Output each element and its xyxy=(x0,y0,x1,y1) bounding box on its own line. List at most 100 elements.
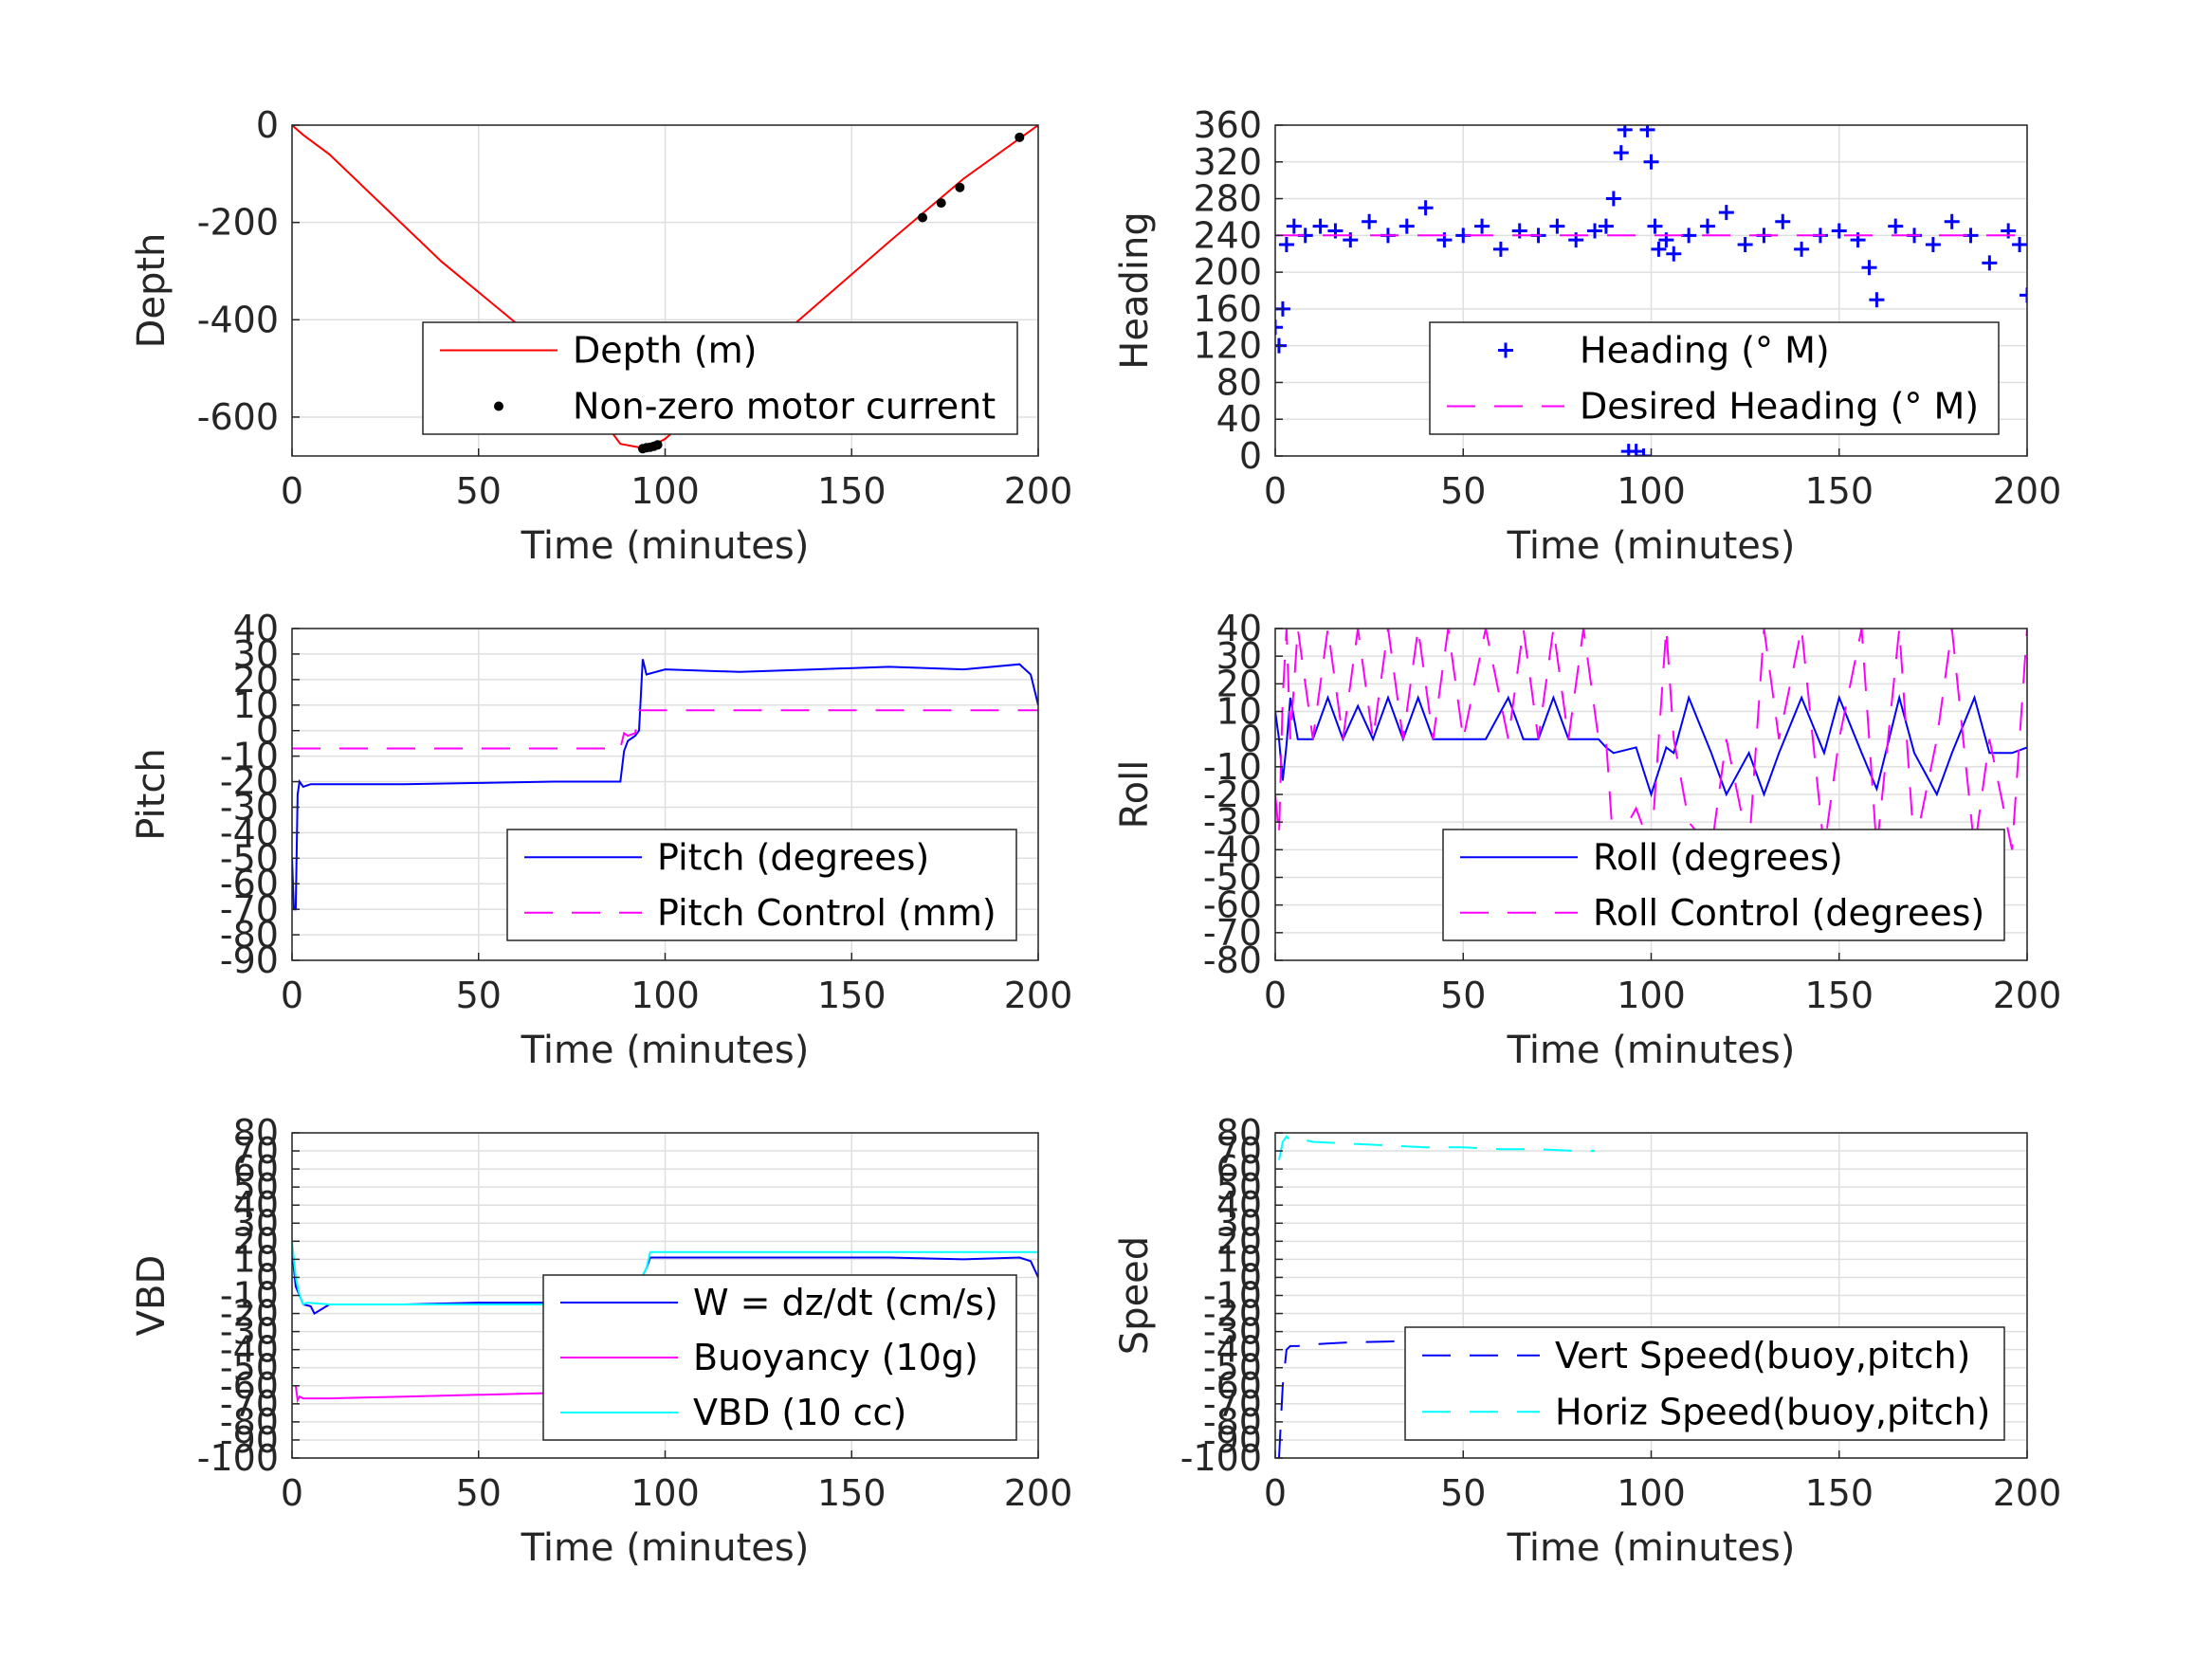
y-axis-label: VBD xyxy=(130,1255,174,1337)
y-tick-label: 280 xyxy=(1193,178,1262,220)
x-tick-label: 150 xyxy=(817,1472,887,1514)
series-heading-m-point xyxy=(1605,191,1621,207)
legend: Roll (degrees) Roll Control (degrees) xyxy=(1442,829,2005,941)
y-tick-label: 0 xyxy=(1239,719,1262,760)
y-tick-label: 80 xyxy=(1216,361,1262,403)
y-axis-label: Pitch xyxy=(130,748,174,840)
y-tick-label: -100 xyxy=(197,1437,279,1479)
y-tick-label: -40 xyxy=(1203,829,1262,870)
x-tick-label: 50 xyxy=(1440,1472,1486,1514)
y-tick-label: -40 xyxy=(220,811,279,853)
x-tick-label: 150 xyxy=(1804,470,1874,512)
tick-labels: 0 50 100 150 200403020100-10-20-30-40-50-60-… xyxy=(1203,608,2061,1016)
x-tick-label: 200 xyxy=(1004,975,1073,1016)
y-tick-label: -80 xyxy=(1203,1401,1262,1443)
y-tick-label: -10 xyxy=(220,1275,279,1317)
legend-entry-label: Roll (degrees) xyxy=(1593,836,1843,878)
series-roll-control-degrees-line xyxy=(1275,629,2027,853)
series-heading-m-point xyxy=(1417,200,1434,216)
series-heading-m-point xyxy=(1718,205,1734,221)
y-tick-label: -30 xyxy=(1203,1311,1262,1353)
y-tick-label: -70 xyxy=(1203,1383,1262,1425)
x-tick-label: 50 xyxy=(1440,975,1486,1016)
x-tick-label: 100 xyxy=(631,470,700,512)
series-buoyancy-10g-line xyxy=(294,1385,621,1404)
series-non-zero-motor-current-point xyxy=(652,440,663,450)
y-tick-label: 10 xyxy=(233,684,279,726)
y-tick-label: 10 xyxy=(1216,691,1262,733)
x-tick-label: 50 xyxy=(456,1472,502,1514)
y-tick-label: 0 xyxy=(256,1256,279,1298)
series-heading-m-point xyxy=(1587,223,1603,239)
series-heading-m-point xyxy=(1737,237,1753,253)
series-heading-m-point xyxy=(1639,125,1655,137)
y-tick-label: 0 xyxy=(1239,1256,1262,1298)
series-heading-m-point xyxy=(1492,241,1508,257)
y-axis-label: Roll xyxy=(1113,760,1157,830)
series-horiz-speed-buoy-pitch-line xyxy=(1278,1135,1595,1160)
legend-entry-label: Desired Heading (° M) xyxy=(1580,386,1979,428)
y-tick-label: -60 xyxy=(1203,1365,1262,1407)
series-non-zero-motor-current-point xyxy=(936,198,946,209)
series-heading-m-point xyxy=(1636,448,1652,456)
legend-entry-label: Horiz Speed(buoy,pitch) xyxy=(1555,1391,1990,1432)
y-tick-label: -40 xyxy=(220,1329,279,1371)
y-tick-label: -90 xyxy=(1203,1419,1262,1461)
y-tick-label: -50 xyxy=(1203,1347,1262,1389)
series-heading-m-point xyxy=(2012,237,2027,253)
series-roll-degrees-line xyxy=(1275,693,2027,798)
legend-box xyxy=(1404,1326,2005,1441)
y-tick-label: -50 xyxy=(1203,857,1262,899)
legend: Heading (° M) Desired Heading (° M) xyxy=(1429,321,2000,435)
y-tick-label: 10 xyxy=(233,1238,279,1280)
x-tick-label: 200 xyxy=(1993,470,2062,512)
series-heading-m-point xyxy=(1681,228,1697,244)
series-non-zero-motor-current-point xyxy=(955,182,965,192)
x-tick-label: 50 xyxy=(456,975,502,1016)
series-heading-m-point xyxy=(1888,218,1904,234)
y-tick-label: 160 xyxy=(1193,288,1262,330)
y-tick-label: 40 xyxy=(1216,398,1262,440)
y-tick-label: 30 xyxy=(233,633,279,675)
series-heading-m-point xyxy=(1362,213,1378,229)
y-tick-label: -80 xyxy=(220,914,279,956)
y-tick-label: -10 xyxy=(1203,1275,1262,1317)
y-tick-label: 0 xyxy=(256,104,279,146)
y-tick-label: -30 xyxy=(220,1311,279,1353)
y-tick-label: 20 xyxy=(1216,1220,1262,1262)
y-tick-label: -30 xyxy=(1203,801,1262,843)
y-tick-label: -20 xyxy=(220,1293,279,1335)
y-axis-label: Heading xyxy=(1113,211,1157,369)
tick-labels: 0 50 100 150 20080706050403020100-10-20-30-4… xyxy=(1180,1112,2062,1514)
y-axis-label: Depth xyxy=(130,233,174,349)
y-tick-label: -60 xyxy=(1203,884,1262,926)
legend-box xyxy=(1442,829,2005,941)
chart-panel-5: 0 50 100 150 20080706050403020100-10-20-30-4… xyxy=(130,1112,1072,1570)
series-heading-m-point xyxy=(1794,241,1810,257)
y-tick-label: -20 xyxy=(1203,1293,1262,1335)
y-tick-label: 20 xyxy=(1216,663,1262,704)
series-depth-m-line xyxy=(292,125,1038,450)
y-tick-label: -10 xyxy=(220,736,279,777)
y-tick-label: 20 xyxy=(233,1220,279,1262)
x-tick-label: 150 xyxy=(1804,975,1874,1016)
legend-entry-label: Buoyancy (10g) xyxy=(693,1337,978,1378)
legend-box xyxy=(506,829,1017,941)
series-heading-m-point xyxy=(1925,237,1941,253)
y-tick-label: 0 xyxy=(1239,435,1262,477)
legend: Pitch (degrees) Pitch Control (mm) xyxy=(506,829,1017,941)
y-tick-label: -60 xyxy=(220,1365,279,1407)
y-tick-label: 40 xyxy=(1216,1184,1262,1226)
y-tick-label: 40 xyxy=(233,608,279,649)
y-tick-label: 40 xyxy=(1216,608,1262,649)
legend-entry-label: Non-zero motor current xyxy=(573,386,996,428)
y-tick-label: -30 xyxy=(220,786,279,828)
series-heading-m-point xyxy=(1651,241,1667,257)
chart-panel-2: 0 50 100 150 20004080120160200240280320360Ti… xyxy=(1113,104,2061,568)
y-axis-label: Speed xyxy=(1113,1236,1157,1355)
y-tick-label: -400 xyxy=(197,299,279,340)
series-heading-m-point xyxy=(1699,218,1715,234)
y-tick-label: 360 xyxy=(1193,104,1262,146)
